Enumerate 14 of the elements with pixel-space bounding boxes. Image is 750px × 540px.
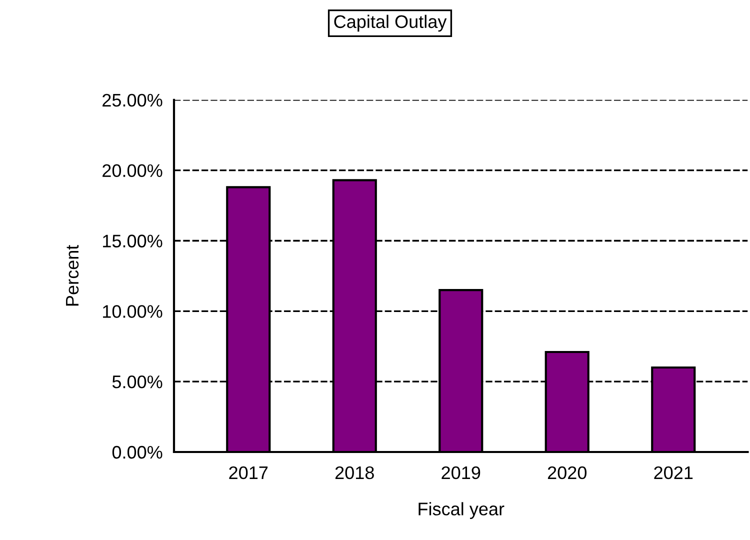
- y-tick-label: 15.00%: [103, 234, 162, 248]
- x-tick-label: 2017: [229, 466, 268, 480]
- x-tick-label: 2021: [654, 466, 693, 480]
- chart-title: Capital Outlay: [334, 14, 447, 32]
- x-axis-title: Fiscal year: [418, 502, 504, 519]
- y-tick-label: 5.00%: [112, 376, 162, 388]
- y-tick-label: 10.00%: [103, 305, 162, 318]
- y-tick-label: 0.00%: [112, 446, 162, 459]
- y-axis-title: Percent: [66, 244, 79, 306]
- x-tick-label: 2019: [442, 466, 480, 480]
- y-tick-label: 20.00%: [102, 164, 162, 178]
- x-tick-label: 2020: [548, 466, 587, 480]
- x-tick-label: 2018: [335, 466, 374, 480]
- y-tick-label: 25.00%: [102, 94, 162, 107]
